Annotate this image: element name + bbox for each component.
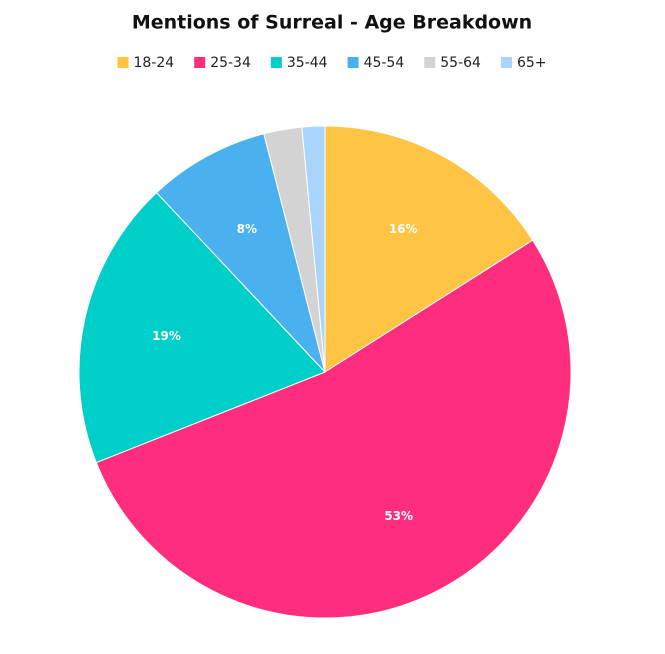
legend-swatch xyxy=(347,57,359,68)
pie-slice xyxy=(78,191,326,464)
legend-swatch xyxy=(117,57,129,68)
legend-label: 65+ xyxy=(517,55,547,71)
chart-title: Mentions of Surreal - Age Breakdown xyxy=(132,12,532,34)
legend-swatch xyxy=(500,57,512,68)
slice-label: 53% xyxy=(384,509,413,523)
legend-swatch xyxy=(270,57,282,68)
slice-label: 16% xyxy=(389,222,418,236)
legend-label: 35-44 xyxy=(287,55,328,71)
legend-label: 25-34 xyxy=(210,55,251,71)
slice-label: 8% xyxy=(237,222,257,236)
legend-swatch xyxy=(424,57,436,68)
legend-swatch xyxy=(194,57,206,68)
legend-label: 45-54 xyxy=(364,55,405,71)
slice-label: 19% xyxy=(152,329,181,343)
pie-slice xyxy=(301,125,326,373)
legend-label: 18-24 xyxy=(134,55,175,71)
pie-slice xyxy=(95,239,572,619)
legend-label: 55-64 xyxy=(440,55,481,71)
pie-slice xyxy=(155,133,326,373)
pie-slice xyxy=(324,125,534,373)
